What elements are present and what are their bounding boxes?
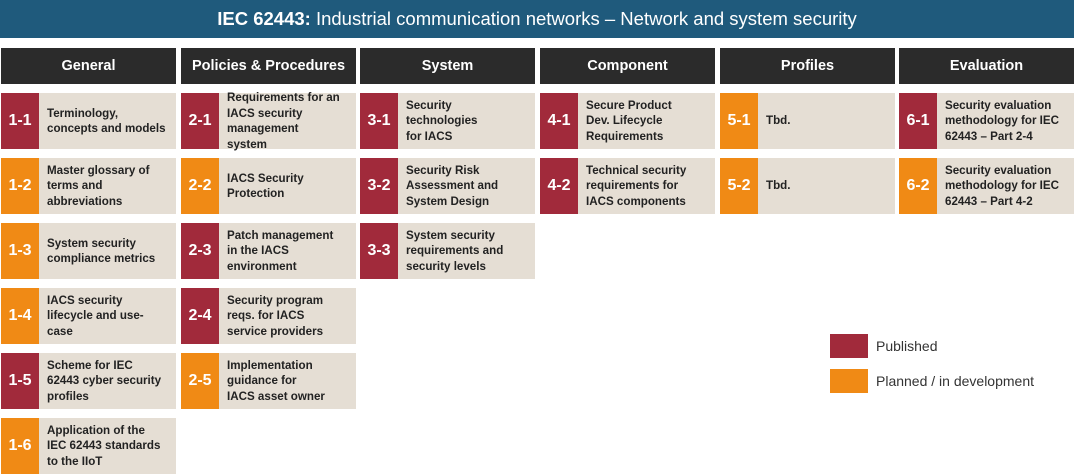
standard-tile: 1-2 Master glossary of terms and abbrevi… — [1, 158, 176, 214]
standard-tile: 3-2 Security Risk Assessment and System … — [360, 158, 535, 214]
standard-code: 2-5 — [181, 353, 219, 409]
standard-title: Patch management in the IACS environment — [227, 228, 334, 273]
standard-title: Application of the IEC 62443 standards t… — [47, 423, 161, 468]
standard-tile: 1-6 Application of the IEC 62443 standar… — [1, 418, 176, 474]
standard-tile: 3-3 System security requirements and sec… — [360, 223, 535, 279]
standard-code: 1-1 — [1, 93, 39, 149]
column-header: Policies & Procedures — [181, 48, 356, 84]
standard-code: 2-2 — [181, 158, 219, 214]
column-header: System — [360, 48, 535, 84]
legend-swatch-planned — [830, 369, 868, 393]
legend-label-planned: Planned / in development — [876, 373, 1034, 389]
standard-code: 1-6 — [1, 418, 39, 474]
standard-code: 1-3 — [1, 223, 39, 279]
standard-tile: 2-1 Requirements for an IACS security ma… — [181, 91, 356, 151]
standard-title: Terminology, concepts and models — [47, 106, 166, 136]
standard-code: 2-3 — [181, 223, 219, 279]
standard-tile: 2-3 Patch management in the IACS environ… — [181, 223, 356, 279]
standard-code: 2-4 — [181, 288, 219, 344]
column-profiles: Profiles 5-1 Tbd. 5-2 Tbd. — [720, 48, 895, 214]
standard-title: IACS Security Protection — [227, 171, 304, 201]
column-evaluation: Evaluation 6-1 Security evaluation metho… — [899, 48, 1074, 214]
standard-code: 5-2 — [720, 158, 758, 214]
standard-tile: 2-5 Implementation guidance for IACS ass… — [181, 353, 356, 409]
standard-code: 6-2 — [899, 158, 937, 214]
standard-title: Implementation guidance for IACS asset o… — [227, 358, 325, 403]
standard-tile: 2-2 IACS Security Protection — [181, 158, 356, 214]
standard-code: 4-1 — [540, 93, 578, 149]
standard-tile: 1-4 IACS security lifecycle and use- cas… — [1, 288, 176, 344]
title-prefix: IEC 62443: — [217, 8, 311, 29]
standard-title: Security program reqs. for IACS service … — [227, 293, 324, 338]
column-header: General — [1, 48, 176, 84]
column-general: General 1-1 Terminology, concepts and mo… — [1, 48, 176, 474]
column-system: System 3-1 Security technologies for IAC… — [360, 48, 535, 279]
standard-code: 5-1 — [720, 93, 758, 149]
standard-title: Security evaluation methodology for IEC … — [945, 163, 1060, 208]
standard-tile: 6-2 Security evaluation methodology for … — [899, 158, 1074, 214]
column-header: Profiles — [720, 48, 895, 84]
standard-tile: 4-1 Secure Product Dev. Lifecycle Requir… — [540, 93, 715, 149]
standard-title: Scheme for IEC 62443 cyber security prof… — [47, 358, 162, 403]
standard-tile: 4-2 Technical security requirements for … — [540, 158, 715, 214]
column-header: Evaluation — [899, 48, 1074, 84]
standard-code: 3-3 — [360, 223, 398, 279]
diagram-title: IEC 62443: Industrial communication netw… — [0, 0, 1074, 38]
standard-title: Secure Product Dev. Lifecycle Requiremen… — [586, 98, 672, 143]
standard-title: IACS security lifecycle and use- case — [47, 293, 144, 338]
standard-tile: 3-1 Security technologies for IACS — [360, 93, 535, 149]
standard-title: Technical security requirements for IACS… — [586, 163, 687, 208]
standard-code: 6-1 — [899, 93, 937, 149]
standard-title: Security technologies for IACS — [406, 98, 478, 143]
standard-title: Security Risk Assessment and System Desi… — [406, 163, 499, 208]
column-header: Component — [540, 48, 715, 84]
column-policies-procedures: Policies & Procedures 2-1 Requirements f… — [181, 48, 356, 409]
standard-tile: 2-4 Security program reqs. for IACS serv… — [181, 288, 356, 344]
standard-tile: 5-2 Tbd. — [720, 158, 895, 214]
title-text: Industrial communication networks – Netw… — [310, 8, 857, 29]
standard-title: Tbd. — [766, 179, 791, 193]
standard-title: Tbd. — [766, 114, 791, 128]
standard-code: 1-5 — [1, 353, 39, 409]
standard-code: 2-1 — [181, 93, 219, 149]
standard-code: 4-2 — [540, 158, 578, 214]
standard-code: 3-1 — [360, 93, 398, 149]
legend-label-published: Published — [876, 338, 938, 354]
standard-title: System security requirements and securit… — [406, 228, 504, 273]
standard-title: Master glossary of terms and abbreviatio… — [47, 163, 150, 208]
standard-title: System security compliance metrics — [47, 236, 156, 266]
standard-tile: 1-3 System security compliance metrics — [1, 223, 176, 279]
standard-title: Requirements for an IACS security manage… — [227, 91, 340, 151]
standard-code: 1-4 — [1, 288, 39, 344]
standard-tile: 1-1 Terminology, concepts and models — [1, 93, 176, 149]
standard-code: 1-2 — [1, 158, 39, 214]
standard-tile: 1-5 Scheme for IEC 62443 cyber security … — [1, 353, 176, 409]
standard-tile: 5-1 Tbd. — [720, 93, 895, 149]
legend-swatch-published — [830, 334, 868, 358]
standard-tile: 6-1 Security evaluation methodology for … — [899, 93, 1074, 149]
standard-code: 3-2 — [360, 158, 398, 214]
column-component: Component 4-1 Secure Product Dev. Lifecy… — [540, 48, 715, 214]
standard-title: Security evaluation methodology for IEC … — [945, 98, 1060, 143]
